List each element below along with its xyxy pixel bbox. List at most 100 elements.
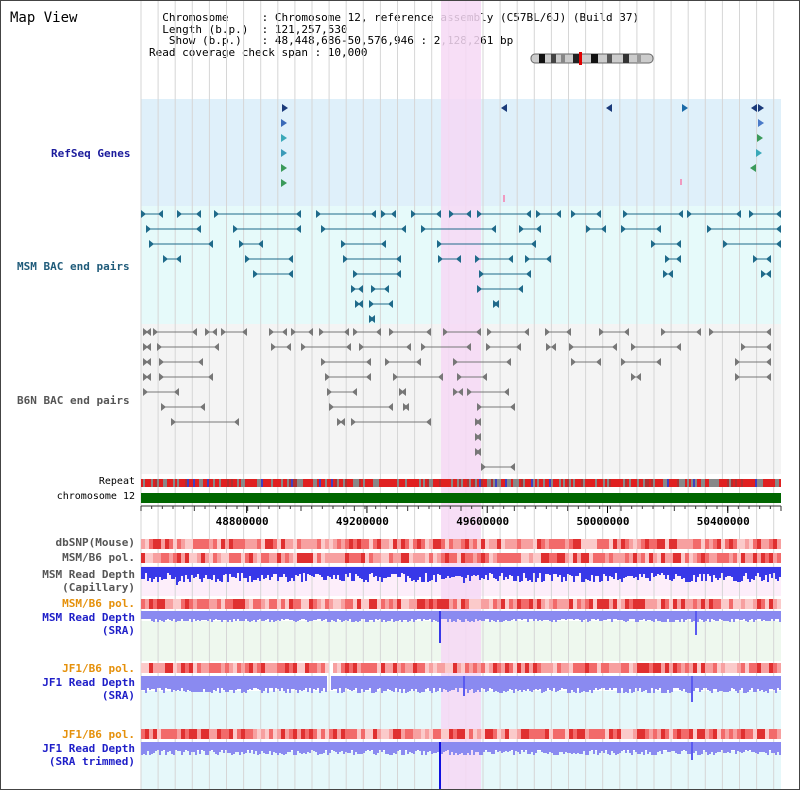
repeat-segment xyxy=(411,479,413,487)
jf1-b6-pol-strip-2 xyxy=(473,729,477,739)
b6n-bac-pair-end xyxy=(327,388,332,396)
jf1-depth-sra-bar xyxy=(709,676,711,691)
dbsnp-strip xyxy=(493,539,497,549)
msm-depth-cap-bar xyxy=(667,567,669,575)
msm-depth-cap-bar xyxy=(757,567,759,573)
msm-depth-cap-bar xyxy=(587,567,589,580)
jf1-b6-pol-strip xyxy=(249,663,253,673)
msm-depth-cap-bar xyxy=(295,567,297,575)
repeat-segment xyxy=(451,479,453,487)
gene-strand-arrow xyxy=(757,134,763,142)
msm-depth-sra-bar xyxy=(161,611,163,621)
msm-depth-cap-bar xyxy=(307,567,309,574)
gene-strand-arrow xyxy=(682,104,688,112)
msm-b6-pol-strip xyxy=(741,553,745,563)
jf1-depth-trim-bar xyxy=(429,742,431,751)
msm-depth-sra-bar xyxy=(479,611,481,620)
dbsnp-strip xyxy=(477,539,481,549)
msm-depth-sra-bar xyxy=(191,611,193,622)
repeat-segment xyxy=(251,479,253,487)
msm-b6-pol-strip-2 xyxy=(241,599,245,609)
jf1-b6-pol-strip xyxy=(565,663,569,673)
msm-depth-sra-bar xyxy=(141,611,143,619)
jf1-depth-sra-bar xyxy=(625,676,627,692)
msm-b6-pol-strip xyxy=(557,553,561,563)
jf1-depth-sra-bar xyxy=(503,676,505,691)
msm-depth-sra-bar xyxy=(725,611,727,621)
jf1-depth-sra-bar xyxy=(581,676,583,692)
jf1-b6-pol-strip xyxy=(445,663,449,673)
msm-b6-pol-strip xyxy=(413,553,417,563)
msm-depth-cap-bar xyxy=(259,567,261,581)
jf1-b6-pol-strip-2 xyxy=(689,729,693,739)
msm-bac-pair-end xyxy=(586,225,591,233)
jf1-depth-trim-bar xyxy=(425,742,427,755)
msm-depth-cap-bar xyxy=(415,567,417,582)
jf1-depth-sra-bar xyxy=(577,676,579,688)
msm-depth-cap-bar xyxy=(327,567,329,576)
repeat-segment xyxy=(377,479,379,487)
jf1-b6-pol-strip xyxy=(769,663,773,673)
msm-b6-pol-strip-2 xyxy=(609,599,613,609)
jf1-depth-trim-bar xyxy=(163,742,165,750)
jf1-depth-trim-bar xyxy=(567,742,569,753)
msm-bac-pair-end xyxy=(396,270,401,278)
msm-depth-cap-bar xyxy=(773,567,775,573)
msm-depth-sra-bar xyxy=(309,611,311,621)
b6n-bac-pair-end xyxy=(599,328,604,336)
msm-depth-cap-bar xyxy=(383,567,385,578)
jf1-depth-sra-bar xyxy=(537,676,539,690)
msm-bac-pair-end xyxy=(526,270,531,278)
msm-b6-pol-strip xyxy=(205,553,209,563)
msm-b6-pol-strip xyxy=(533,553,537,563)
jf1-depth-trim-bar xyxy=(713,742,715,755)
jf1-depth-sra-bar xyxy=(213,676,215,690)
jf1-b6-pol-strip xyxy=(701,663,705,673)
jf1-depth-trim-bar xyxy=(265,742,267,754)
jf1-depth-trim-bar xyxy=(273,742,275,752)
repeat-segment xyxy=(667,479,669,487)
jf1-depth-sra-bar xyxy=(717,676,719,692)
jf1-depth-sra-bar xyxy=(487,676,489,691)
dbsnp-strip xyxy=(161,539,165,549)
msm-depth-sra-bar xyxy=(437,611,439,622)
jf1-b6-pol-strip-2 xyxy=(761,729,765,739)
msm-depth-sra-bar xyxy=(499,611,501,622)
repeat-segment xyxy=(625,479,627,487)
jf1-depth-sra-bar xyxy=(589,676,591,690)
repeat-segment xyxy=(153,479,155,487)
msm-bac-pair-end xyxy=(158,210,163,218)
b6n-bac-pair-end xyxy=(337,418,342,426)
jf1-depth-sra-bar xyxy=(679,676,681,690)
jf1-depth-sra-bar xyxy=(561,676,563,688)
jf1-depth-trim-bar xyxy=(389,742,391,755)
dbsnp-strip xyxy=(201,539,205,549)
msm-bac-pair-end xyxy=(556,210,561,218)
msm-depth-cap-bar xyxy=(521,567,523,581)
jf1-depth-trim-bar xyxy=(443,742,445,752)
jf1-depth-trim-bar xyxy=(217,742,219,755)
jf1-depth-sra-bar xyxy=(643,676,645,691)
msm-bac-pair-end xyxy=(601,225,606,233)
b6n-bac-pair-end xyxy=(481,463,486,471)
msm-b6-pol-strip xyxy=(625,553,629,563)
msm-depth-sra-bar xyxy=(345,611,347,620)
jf1-b6-pol-strip-2 xyxy=(721,729,725,739)
msm-b6-pol-strip-2 xyxy=(245,599,249,609)
jf1-depth-sra-bar xyxy=(147,676,149,688)
jf1-b6-pol-strip-2 xyxy=(197,729,201,739)
repeat-segment xyxy=(525,479,527,487)
msm-bac-pair-end xyxy=(177,210,182,218)
msm-depth-cap-bar xyxy=(167,567,169,573)
msm-b6-pol-strip-2 xyxy=(161,599,165,609)
msm-b6-pol-strip-2 xyxy=(401,599,405,609)
msm-b6-pol-strip xyxy=(589,553,593,563)
jf1-depth-trim-bar xyxy=(469,742,471,755)
jf1-depth-sra-bar xyxy=(217,676,219,688)
msm-depth-cap-bar xyxy=(627,567,629,576)
msm-depth-sra-bar xyxy=(459,611,461,620)
msm-depth-cap-bar xyxy=(561,567,563,582)
b6n-bac-pair-end xyxy=(200,403,205,411)
